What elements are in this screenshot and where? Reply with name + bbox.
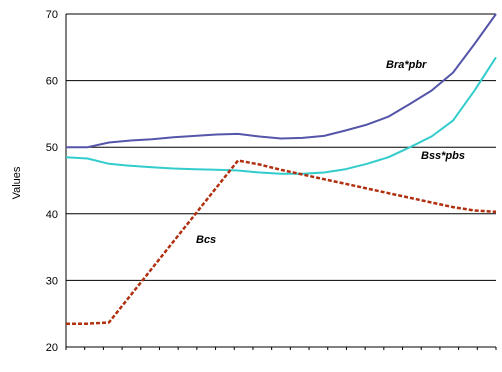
- series-line-0: [66, 13, 497, 149]
- y-tick-label-50: 50: [46, 142, 58, 154]
- series-label-2: Bcs: [196, 234, 216, 246]
- grid-lines: [66, 13, 496, 281]
- axes: 20 30 40 50 60 70: [46, 9, 497, 354]
- series-label-1: Bss*pbs: [421, 150, 465, 162]
- y-tick-label-20: 20: [46, 342, 58, 354]
- series-lines: [65, 13, 497, 325]
- series-labels: Bra*pbr Bss*pbs Bcs: [196, 59, 465, 246]
- y-axis-title: Values: [11, 166, 23, 199]
- y-tick-label-40: 40: [46, 209, 58, 221]
- y-tick-label-30: 30: [46, 275, 58, 287]
- series-line-2: [66, 159, 497, 325]
- y-tick-label-60: 60: [46, 76, 58, 88]
- y-tick-label-70: 70: [46, 9, 58, 21]
- series-label-0: Bra*pbr: [386, 59, 427, 71]
- series-line-1: [65, 56, 497, 175]
